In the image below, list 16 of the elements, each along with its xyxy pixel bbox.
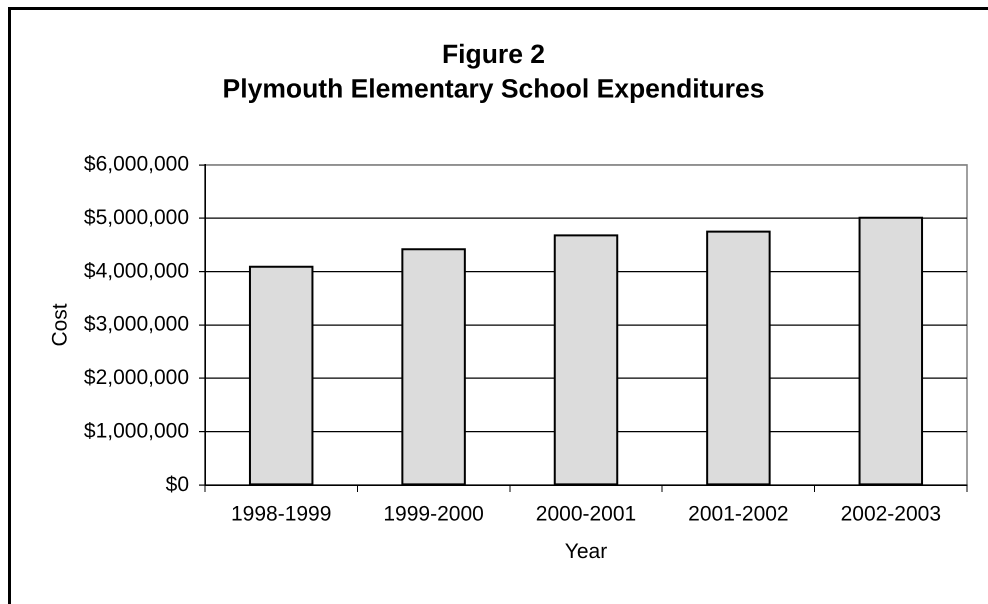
x-axis-title: Year bbox=[564, 540, 608, 564]
y-axis-title: Cost bbox=[48, 303, 72, 347]
x-tick-label: 2002-2003 bbox=[840, 502, 942, 526]
chart-title: Figure 2 bbox=[442, 38, 546, 69]
x-tick-label: 1998-1999 bbox=[230, 502, 332, 526]
y-tick-label: $5,000,000 bbox=[84, 206, 189, 230]
y-tick-label: $3,000,000 bbox=[84, 312, 189, 336]
y-tick-label: $6,000,000 bbox=[84, 152, 189, 176]
y-tick-label: $4,000,000 bbox=[84, 259, 189, 282]
y-tick-label: $0 bbox=[166, 472, 189, 496]
y-tick-label: $2,000,000 bbox=[84, 366, 189, 390]
x-tick-label: 2000-2001 bbox=[536, 502, 636, 526]
x-tick-label: 2001-2002 bbox=[688, 502, 789, 526]
y-tick-label: $1,000,000 bbox=[84, 419, 189, 442]
x-tick-label: 1999-2000 bbox=[383, 502, 484, 526]
chart-subtitle: Plymouth Elementary School Expenditures bbox=[222, 73, 764, 104]
